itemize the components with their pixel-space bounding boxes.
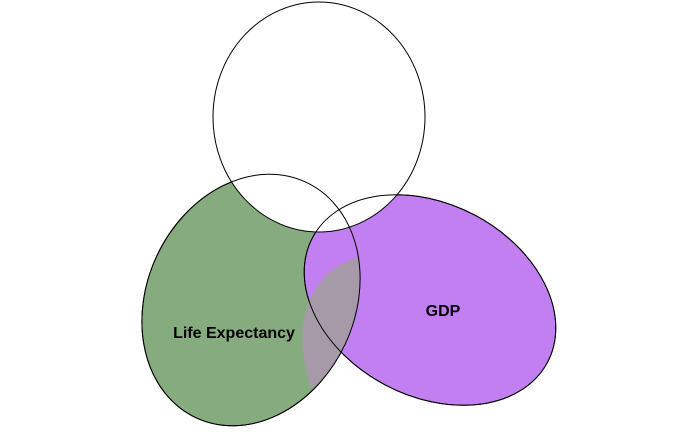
- life-expectancy-outline: [141, 173, 361, 427]
- gdp-outline: [303, 194, 557, 406]
- top-set: [212, 1, 426, 233]
- life-expectancy-label: Life Expectancy: [173, 325, 295, 342]
- gdp-label: GDP: [426, 303, 461, 320]
